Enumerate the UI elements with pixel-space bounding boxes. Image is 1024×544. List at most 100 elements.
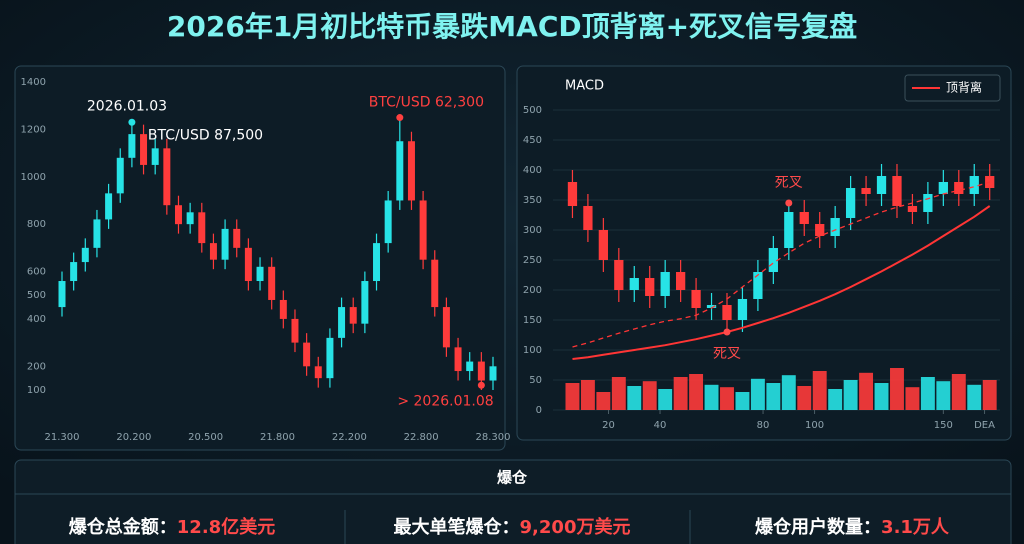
volume-bar	[812, 371, 827, 410]
candle-body	[256, 266, 264, 282]
summary-item: 最大单笔爆仓：9,200万美元	[394, 516, 631, 538]
volume-bar	[936, 381, 951, 410]
y-tick-label: 1000	[21, 172, 46, 183]
candle-body	[209, 243, 217, 260]
candle-body	[419, 200, 427, 260]
summary-label: 爆仓总金额：	[69, 516, 177, 538]
y-tick-label: 400	[27, 314, 46, 325]
annotation-marker	[128, 118, 136, 126]
candle-body	[660, 272, 670, 296]
volume-bar	[890, 368, 904, 410]
candle-body	[58, 281, 66, 308]
candle-body	[861, 188, 871, 194]
candle-body	[407, 141, 415, 201]
x-tick-label: 20.500	[188, 432, 223, 443]
candle-body	[116, 157, 124, 194]
x-tick-label: DEA	[974, 420, 995, 431]
candle-body	[845, 188, 856, 218]
candle-body	[163, 148, 171, 206]
volume-bar	[642, 381, 657, 410]
candle-body	[784, 212, 794, 248]
x-tick-label: 22.200	[332, 432, 367, 443]
summary-heading: 爆仓	[497, 469, 528, 487]
y-tick-label: 450	[523, 135, 542, 146]
candle-body	[140, 134, 148, 165]
volume-bar	[843, 380, 858, 410]
candle-body	[583, 206, 593, 230]
y-tick-label: 100	[27, 385, 46, 396]
volume-bar	[905, 387, 920, 410]
legend-label: 顶背离	[946, 80, 982, 95]
annotation: 死叉	[775, 175, 803, 191]
candle-body	[969, 176, 979, 194]
volume-bar	[565, 383, 580, 410]
candle-body	[186, 212, 194, 225]
candle-body	[753, 272, 763, 299]
x-tick-label: 22.800	[404, 432, 439, 443]
summary-item: 爆仓用户数量：3.1万人	[755, 516, 950, 538]
candle-body	[799, 212, 809, 224]
volume-bar	[766, 383, 781, 410]
y-tick-label: 200	[27, 361, 46, 372]
candle-body	[675, 272, 686, 290]
annotation: 死叉	[713, 346, 741, 362]
x-tick-label: 40	[654, 420, 667, 431]
annotation-marker	[396, 114, 404, 122]
candle-body	[892, 176, 902, 206]
volume-bar	[781, 375, 796, 410]
candle-body	[128, 134, 136, 158]
volume-bar	[828, 389, 843, 410]
candle-body	[279, 299, 287, 319]
candle-body	[303, 342, 311, 367]
volume-bar	[735, 392, 750, 410]
candle-body	[876, 176, 887, 194]
candle-body	[244, 247, 252, 282]
candle-body	[198, 212, 206, 244]
summary-panel	[14, 459, 1012, 544]
volume-bar	[982, 380, 997, 410]
x-tick-label: 28.300	[476, 432, 511, 443]
candle-body	[737, 299, 748, 320]
candle-body	[768, 248, 778, 272]
candle-body	[396, 141, 404, 201]
y-tick-label: 800	[27, 219, 46, 230]
candle-body	[830, 218, 840, 236]
volume-bar	[673, 377, 688, 410]
summary-value: 3.1万人	[881, 517, 950, 538]
y-tick-label: 50	[529, 375, 542, 386]
volume-bar	[859, 372, 874, 410]
y-tick-label: 200	[523, 285, 542, 296]
candle-body	[349, 307, 357, 324]
candle-body	[567, 182, 578, 206]
candle-body	[614, 260, 624, 290]
line-series	[572, 205, 991, 360]
annotation-marker	[785, 199, 793, 207]
candle-body	[314, 366, 322, 379]
annotation: BTC/USD 87,500	[148, 127, 263, 143]
candle-body	[81, 247, 89, 263]
annotation: BTC/USD 62,300	[369, 95, 484, 111]
candle-body	[645, 278, 655, 296]
volume-bar	[689, 374, 704, 410]
candle-body	[70, 262, 78, 282]
volume-bar	[874, 383, 889, 410]
y-tick-label: 150	[523, 315, 542, 326]
candle-body	[221, 228, 229, 260]
x-tick-label: 80	[757, 420, 770, 431]
x-tick-label: 21.800	[260, 432, 295, 443]
y-tick-label: 300	[523, 225, 542, 236]
candle-body	[291, 318, 299, 343]
volume-bar	[720, 387, 734, 410]
summary-value: 9,200万美元	[520, 516, 631, 538]
y-tick-label: 1400	[21, 77, 46, 88]
y-tick-label: 600	[27, 267, 46, 278]
y-tick-label: 500	[27, 290, 46, 301]
volume-bar	[627, 386, 642, 410]
y-tick-label: 400	[523, 165, 542, 176]
candle-body	[598, 230, 608, 260]
candle-body	[373, 243, 381, 282]
candle-body	[706, 305, 717, 308]
candle-body	[361, 281, 369, 324]
annotation: > 2026.01.08	[397, 393, 493, 409]
